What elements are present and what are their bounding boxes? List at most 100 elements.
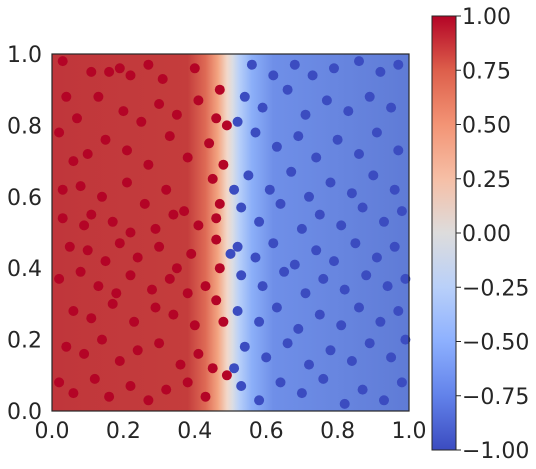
- data-point: [182, 288, 193, 299]
- data-point: [125, 227, 136, 238]
- data-point: [225, 248, 236, 259]
- data-point: [393, 59, 404, 70]
- data-point: [325, 345, 336, 356]
- y-tick-label: 0.4: [7, 257, 42, 282]
- data-point: [82, 245, 93, 256]
- data-point: [400, 334, 411, 345]
- data-point: [171, 263, 182, 274]
- data-point: [325, 177, 336, 188]
- data-point: [118, 106, 129, 117]
- colorbar-tick-label: 0.00: [462, 222, 511, 247]
- data-point: [393, 145, 404, 156]
- x-tick-label: 0.8: [320, 419, 355, 444]
- data-point: [321, 95, 332, 106]
- y-tick-label: 0.0: [7, 400, 42, 425]
- data-point: [257, 281, 268, 292]
- data-point: [375, 316, 386, 327]
- data-point: [86, 66, 97, 77]
- data-point: [396, 377, 407, 388]
- data-point: [214, 263, 225, 274]
- data-point: [221, 120, 232, 131]
- data-point: [54, 273, 65, 284]
- data-point: [54, 377, 65, 388]
- data-point: [61, 341, 72, 352]
- data-point: [389, 241, 400, 252]
- data-point: [396, 206, 407, 217]
- data-point: [211, 295, 222, 306]
- data-point: [143, 59, 154, 70]
- data-point: [125, 381, 136, 391]
- data-point: [236, 202, 247, 213]
- data-point: [132, 252, 143, 263]
- plot-area: [51, 53, 411, 412]
- data-point: [364, 338, 375, 349]
- data-point: [339, 284, 350, 295]
- data-point: [147, 284, 157, 295]
- data-point: [239, 91, 250, 102]
- data-point: [289, 259, 300, 270]
- data-point: [104, 66, 115, 77]
- y-tick-label: 0.8: [7, 114, 42, 139]
- data-point: [375, 66, 386, 77]
- data-point: [257, 102, 268, 113]
- data-point: [304, 191, 314, 202]
- data-point: [346, 356, 357, 366]
- data-point: [386, 102, 397, 113]
- data-point: [357, 384, 368, 395]
- data-point: [307, 70, 318, 81]
- y-tick-label: 1.0: [7, 43, 42, 68]
- data-point: [79, 348, 90, 359]
- data-point: [111, 288, 122, 299]
- data-point: [264, 184, 275, 195]
- x-tick-label: 0.2: [106, 419, 141, 444]
- data-point: [211, 234, 222, 245]
- data-point: [314, 209, 325, 220]
- data-point: [68, 306, 79, 316]
- data-point: [254, 216, 265, 227]
- data-point: [186, 248, 197, 259]
- data-point: [207, 173, 218, 184]
- data-point: [232, 116, 243, 127]
- data-point: [189, 320, 200, 331]
- data-point: [236, 381, 247, 391]
- data-point: [57, 56, 68, 67]
- data-point: [193, 220, 204, 231]
- data-point: [57, 184, 68, 195]
- data-point: [68, 156, 79, 167]
- data-point: [368, 170, 379, 181]
- data-point: [311, 152, 322, 163]
- data-point: [114, 63, 125, 74]
- data-point: [279, 266, 290, 277]
- data-point: [268, 70, 279, 81]
- data-point: [82, 149, 93, 159]
- y-tick-label: 0.2: [7, 329, 42, 354]
- data-point: [318, 273, 329, 284]
- data-point: [271, 302, 282, 313]
- data-point: [354, 56, 364, 67]
- colorbar-tick-label: −0.50: [462, 331, 529, 356]
- colorbar-tick-label: 1.00: [462, 5, 511, 30]
- data-point: [371, 127, 382, 138]
- data-point: [218, 159, 229, 170]
- data-point: [400, 273, 411, 284]
- data-point: [300, 288, 311, 299]
- data-point: [100, 256, 111, 267]
- data-point: [129, 316, 140, 327]
- data-point: [236, 270, 247, 281]
- data-point: [182, 152, 193, 163]
- data-point: [164, 273, 175, 284]
- data-point: [204, 138, 215, 149]
- data-point: [214, 84, 225, 95]
- data-point: [386, 352, 397, 363]
- data-point: [354, 149, 364, 159]
- data-point: [214, 198, 225, 209]
- data-point: [86, 209, 97, 220]
- data-point: [189, 63, 200, 74]
- colorbar-tick-label: −1.00: [462, 439, 529, 464]
- data-point: [57, 213, 68, 224]
- data-point: [136, 116, 147, 127]
- x-axis-tick-labels: 0.0 0.2 0.4 0.6 0.8 1.0: [35, 419, 427, 444]
- data-point: [72, 113, 82, 124]
- data-point: [122, 145, 132, 156]
- data-point: [211, 213, 222, 224]
